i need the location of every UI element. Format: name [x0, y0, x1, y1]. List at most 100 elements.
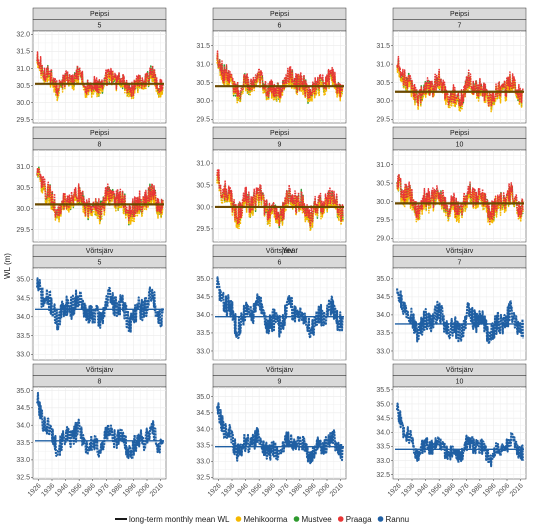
- facet-panel: Peipsi 9 29.5 30.0 30.5 31.0: [196, 126, 347, 243]
- series-rannu: [36, 277, 164, 334]
- y-tick-label: 34.5: [196, 410, 210, 417]
- x-tick-label: 1986: [468, 482, 484, 498]
- y-tick-label: 30.5: [196, 182, 210, 189]
- facet-strip-lake-label: Võrtsjärv: [446, 248, 474, 255]
- y-tick-label: 35.0: [196, 276, 210, 283]
- facet-panel: Võrtsjärv 10 32.5 33.0 33.5 34.0 34.5 35.0 35.5 1…: [376, 363, 527, 498]
- x-tick-label: 1946: [234, 482, 250, 498]
- y-tick-label: 31.5: [16, 49, 30, 56]
- y-tick-label: 30.0: [376, 199, 390, 206]
- y-tick-label: 33.0: [196, 348, 210, 355]
- x-tick-label: 1926: [207, 482, 223, 498]
- legend-key-rannu: [377, 516, 384, 522]
- y-tick-label: 30.5: [376, 80, 390, 87]
- y-tick-label: 34.5: [16, 405, 30, 412]
- facet-panels: Peipsi 5 29.5 30.0 30.5 31.0 31.5 32.0 Peipsi 6 29…: [16, 7, 527, 498]
- y-tick-label: 35.0: [196, 394, 210, 401]
- y-tick-label: 30.5: [196, 80, 210, 87]
- facet-strip-month-label: 9: [278, 379, 282, 386]
- y-tick-label: 30.0: [376, 98, 390, 105]
- series-rannu: [396, 402, 524, 468]
- y-tick-label: 31.0: [16, 164, 30, 171]
- y-tick-label: 30.5: [16, 83, 30, 90]
- x-tick-label: 1936: [400, 482, 416, 498]
- x-axis-title: Year: [282, 246, 299, 255]
- x-tick-label: 1986: [288, 482, 304, 498]
- x-tick-label: 1986: [108, 482, 124, 498]
- x-tick-label: 2006: [315, 482, 331, 498]
- y-tick-label: 34.5: [16, 295, 30, 302]
- facet-panel: Võrtsjärv832.533.033.534.034.535.0192619…: [16, 363, 167, 498]
- y-tick-label: 30.5: [376, 180, 390, 187]
- legend-label: Praaga: [346, 515, 372, 524]
- y-tick-label: 31.0: [196, 61, 210, 68]
- series-praaga: [36, 51, 164, 98]
- y-tick-label: 34.0: [196, 426, 210, 433]
- x-tick-label: 1946: [54, 482, 70, 498]
- facet-strip-lake-label: Peipsi: [90, 11, 110, 18]
- y-tick-label: 29.0: [376, 236, 390, 243]
- x-tick-label: 1996: [302, 482, 318, 498]
- x-tick-label: 1966: [261, 482, 277, 498]
- x-tick-label: 2016: [329, 482, 345, 498]
- legend-label: long-term monthly mean WL: [129, 515, 230, 524]
- y-tick-label: 34.0: [16, 314, 30, 321]
- facet-strip-month-label: 10: [456, 379, 464, 386]
- y-tick-label: 33.5: [376, 444, 390, 451]
- facet-panel: Peipsi 10 29.0 29.5 30.0 30.5 31.0: [376, 126, 527, 243]
- facet-strip-month-label: 7: [458, 260, 462, 267]
- y-tick-label: 34.5: [376, 415, 390, 422]
- facet-strip-month-label: 5: [98, 23, 102, 30]
- facet-strip-lake-label: Võrtsjärv: [446, 367, 474, 374]
- x-tick-label: 2006: [135, 482, 151, 498]
- facet-panel: Võrtsjärv 7 33.0 33.5 34.0 34.5 35.0: [376, 244, 527, 361]
- x-tick-label: 1936: [220, 482, 236, 498]
- x-tick-label: 1926: [27, 482, 43, 498]
- y-tick-label: 32.5: [196, 475, 210, 482]
- y-tick-label: 34.0: [16, 422, 30, 429]
- y-tick-label: 33.0: [376, 348, 390, 355]
- y-tick-label: 30.5: [16, 185, 30, 192]
- series-rannu: [216, 402, 344, 465]
- y-tick-label: 30.0: [16, 100, 30, 107]
- y-tick-label: 34.0: [376, 430, 390, 437]
- y-tick-label: 33.5: [16, 440, 30, 447]
- y-tick-label: 34.5: [376, 294, 390, 301]
- facet-strip-month-label: 9: [278, 142, 282, 149]
- facet-panel: Võrtsjärv 6 33.0 33.5 34.0 34.5 35.0: [196, 244, 347, 361]
- series-praaga: [396, 55, 524, 108]
- facet-panel: Peipsi 5 29.5 30.0 30.5 31.0 31.5 32.0: [16, 7, 167, 124]
- y-tick-label: 31.5: [196, 43, 210, 50]
- y-tick-label: 30.0: [196, 98, 210, 105]
- facet-strip-lake-label: Võrtsjärv: [86, 367, 114, 374]
- x-tick-label: 1976: [95, 482, 111, 498]
- facet-strip-month-label: 7: [458, 23, 462, 30]
- y-tick-label: 32.5: [376, 472, 390, 479]
- facet-strip-lake-label: Peipsi: [450, 11, 470, 18]
- y-tick-label: 31.0: [376, 162, 390, 169]
- y-tick-label: 30.0: [16, 206, 30, 213]
- y-tick-label: 33.5: [196, 330, 210, 337]
- y-tick-label: 33.5: [16, 333, 30, 340]
- y-tick-label: 34.5: [196, 294, 210, 301]
- y-tick-label: 35.0: [376, 276, 390, 283]
- y-tick-label: 33.5: [376, 330, 390, 337]
- y-tick-label: 31.0: [376, 61, 390, 68]
- y-tick-label: 33.0: [16, 352, 30, 359]
- y-tick-label: 29.5: [196, 117, 210, 124]
- facet-strip-lake-label: Võrtsjärv: [266, 248, 294, 255]
- legend-key-mehikoorma: [235, 516, 242, 522]
- y-tick-label: 31.5: [376, 43, 390, 50]
- facet-strip-lake-label: Peipsi: [450, 130, 470, 137]
- y-tick-label: 35.0: [16, 277, 30, 284]
- y-axis-title: WL (m): [3, 253, 12, 279]
- facet-panel: Võrtsjärv932.533.033.534.034.535.0192619…: [196, 363, 347, 498]
- y-tick-label: 34.0: [376, 312, 390, 319]
- series-praaga: [216, 50, 344, 100]
- series-praaga: [36, 167, 164, 222]
- facet-strip-month-label: 6: [278, 23, 282, 30]
- facet-strip-month-label: 5: [98, 260, 102, 267]
- x-tick-label: 2016: [149, 482, 165, 498]
- x-tick-label: 1946: [414, 482, 430, 498]
